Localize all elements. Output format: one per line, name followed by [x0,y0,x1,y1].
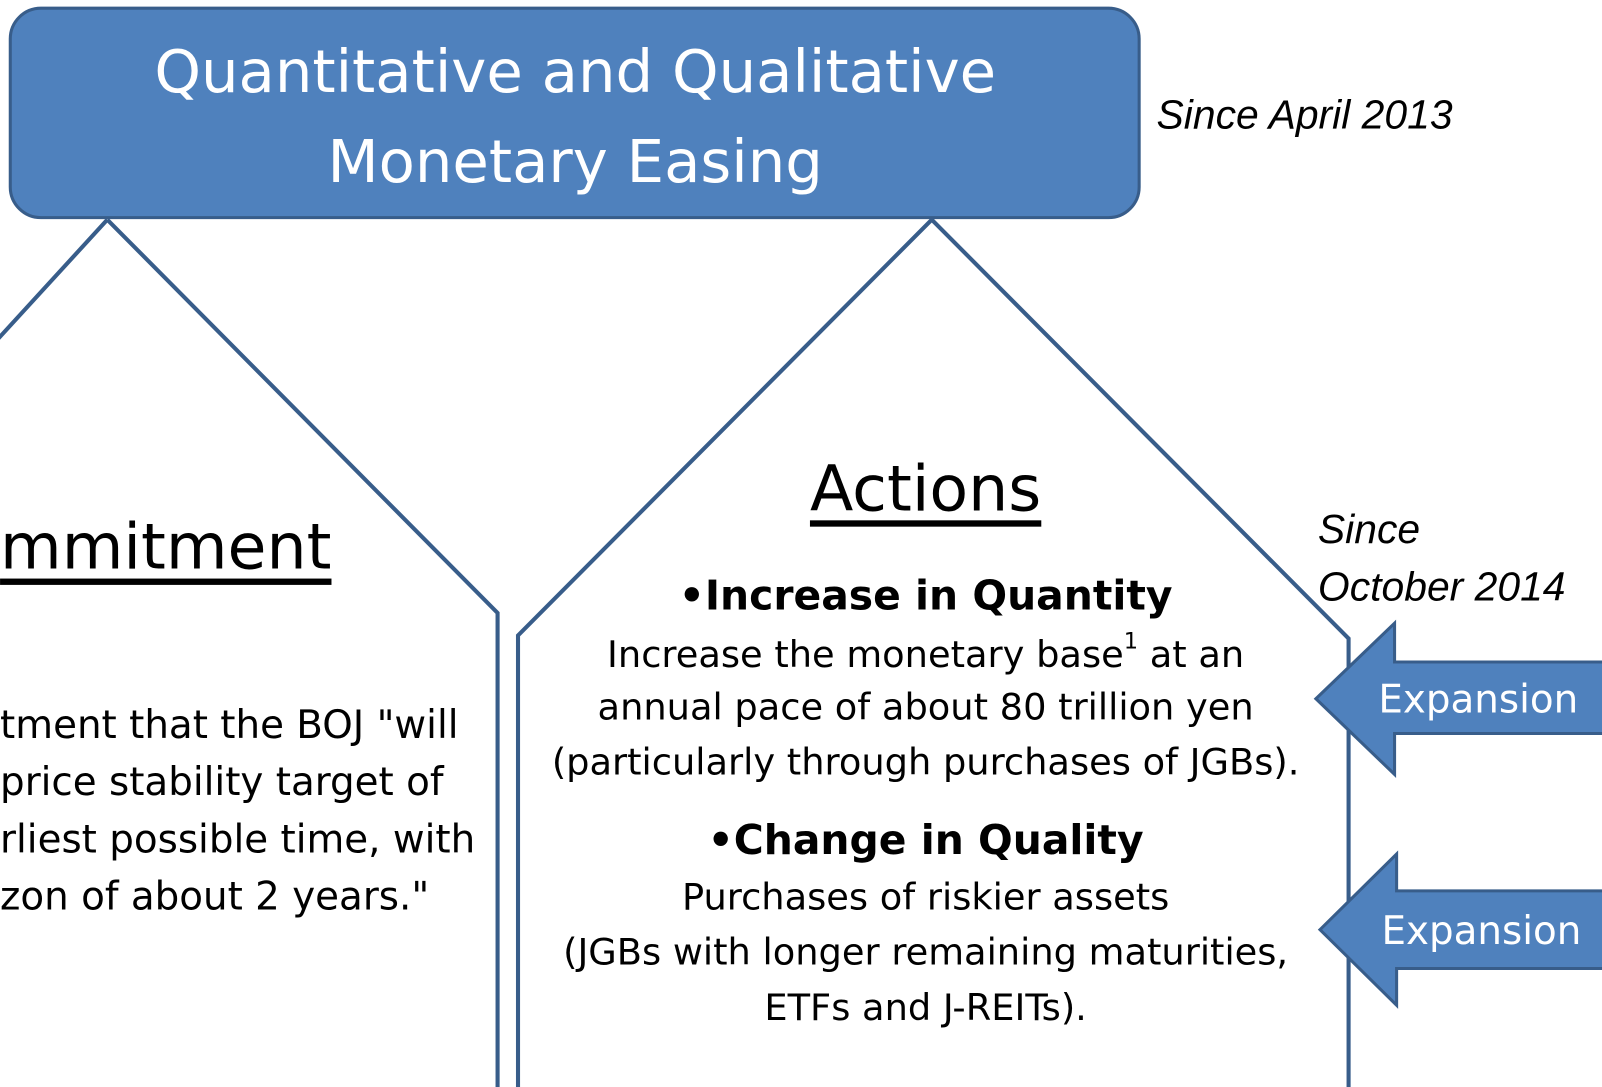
panel-heading: mmitment [0,510,331,584]
arrow-label: Expansion [1381,909,1581,954]
panel-heading: Actions [810,451,1041,525]
panel-text: tment that the BOJ "will [0,703,458,748]
arrow-label: Expansion [1378,677,1578,722]
left-panel-outline [0,218,500,1087]
title-line: Quantitative and Qualitative [154,37,996,106]
panel-text: rliest possible time, with [0,817,475,862]
item-text-part: at an [1138,632,1244,675]
item-text: Increase the monetary base1 at an [607,629,1244,676]
item-heading: •Increase in Quantity [679,572,1173,620]
since-note: Since [1318,506,1420,552]
panel-text: price stability target of [0,760,445,805]
item-text: (particularly through purchases of JGBs)… [552,741,1300,784]
item-text: Purchases of riskier assets [682,875,1169,918]
title-line: Monetary Easing [328,127,823,196]
arrow [1317,850,1602,1009]
item-text: ETFs and J-REITs). [764,986,1087,1029]
title-box [8,6,1141,220]
item-text-part: Increase the monetary base [607,632,1124,675]
superscript: 1 [1124,629,1138,655]
arrow [1313,619,1602,778]
since-note: October 2014 [1318,563,1566,609]
right-panel-outline [515,216,1351,1087]
since-date: Since April 2013 [1157,91,1453,137]
item-text: (JGBs with longer remaining maturities, [563,931,1288,974]
item-heading: •Change in Quality [708,816,1144,864]
panel-text: zon of about 2 years." [0,874,429,919]
item-text: annual pace of about 80 trillion yen [598,685,1254,728]
